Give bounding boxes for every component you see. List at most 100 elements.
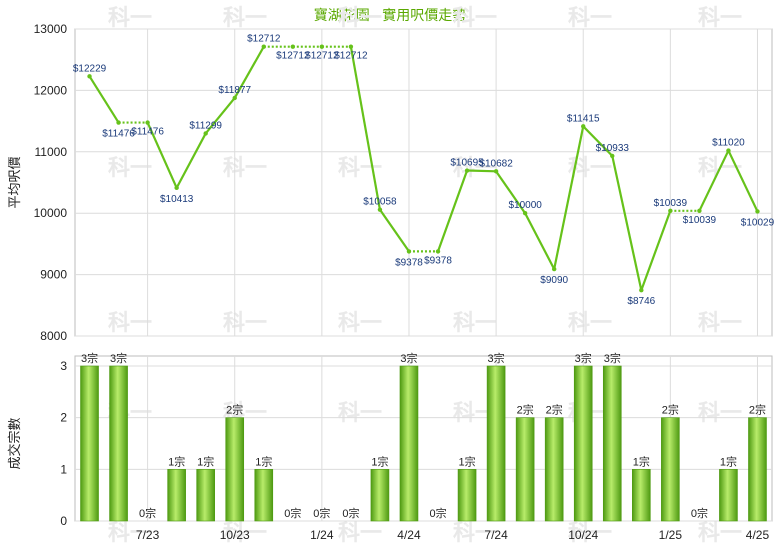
line-point <box>435 249 441 254</box>
volume-bar <box>457 469 477 522</box>
bar-data-label: 1宗 <box>197 454 214 468</box>
volume-bar <box>370 469 390 522</box>
watermark-text: 科一 <box>568 311 612 336</box>
line-segment <box>175 132 207 189</box>
line-data-label: $10413 <box>160 194 194 205</box>
line-point <box>232 95 237 101</box>
bar-y-tick-label: 2 <box>60 411 67 425</box>
line-data-label: $9090 <box>540 275 568 286</box>
line-point <box>174 185 179 191</box>
line-point <box>755 209 760 214</box>
line-segment <box>698 150 730 212</box>
line-point <box>406 249 412 254</box>
watermark-text: 科一 <box>568 521 612 546</box>
bar-data-label: 2宗 <box>662 403 679 417</box>
x-tick-label: 4/24 <box>397 528 421 542</box>
line-y-tick-label: 12000 <box>34 83 68 97</box>
watermark-text: 科一 <box>108 311 152 336</box>
line-point <box>348 44 354 49</box>
x-tick-label: 1/25 <box>659 528 683 542</box>
line-point <box>203 131 208 136</box>
line-segment <box>727 150 759 212</box>
line-point <box>116 120 121 125</box>
watermark-text: 科一 <box>453 156 497 181</box>
watermark-text: 科一 <box>108 6 152 31</box>
bar-data-label: 0宗 <box>691 506 708 520</box>
bar-data-label: 1宗 <box>371 454 388 468</box>
line-segment <box>524 212 556 270</box>
bar-data-label: 3宗 <box>575 351 592 365</box>
volume-bar <box>167 469 186 522</box>
bar-y-axis-title: 成交宗數 <box>7 417 22 469</box>
line-point <box>145 120 150 125</box>
watermark-text: 科一 <box>338 156 382 181</box>
volume-bar <box>661 417 680 522</box>
line-data-label: $12229 <box>73 63 107 74</box>
watermark-text: 科一 <box>698 521 742 546</box>
volume-bar <box>544 417 564 522</box>
line-segment <box>611 155 643 291</box>
line-data-label: $12712 <box>276 51 310 62</box>
line-point <box>493 169 499 174</box>
line-data-label: $11476 <box>131 127 164 138</box>
watermark-text: 科一 <box>108 521 152 546</box>
bar-data-label: 3宗 <box>81 351 98 365</box>
volume-bar-panel: 0 1 2 3 7/23 10/23 1/24 4/24 7/24 10/24 1/25 4/25 成交… <box>7 351 773 542</box>
x-tick-label: 4/25 <box>746 528 770 542</box>
watermark-text: 科一 <box>453 6 497 31</box>
bar-data-label: 3宗 <box>488 351 505 365</box>
volume-bar <box>80 365 99 522</box>
line-data-label: $10039 <box>683 215 717 226</box>
line-data-label: $12712 <box>247 34 281 45</box>
watermark-text: 科一 <box>108 156 152 181</box>
bar-data-label: 1宗 <box>255 454 272 468</box>
watermark-text: 科一 <box>223 156 267 181</box>
bar-data-label: 2宗 <box>546 403 563 417</box>
line-segment <box>146 122 178 189</box>
line-y-tick-label: 10000 <box>34 206 68 220</box>
line-point <box>522 211 528 216</box>
bar-y-tick-label: 3 <box>60 359 67 373</box>
watermark-text: 科一 <box>338 521 382 546</box>
line-segment <box>436 170 469 252</box>
volume-bar <box>719 469 738 522</box>
bar-data-label: 2宗 <box>749 403 766 417</box>
bar-data-label: 2宗 <box>517 403 534 417</box>
line-segment <box>88 75 120 124</box>
bar-data-label: 3宗 <box>110 351 127 365</box>
volume-bar <box>225 417 245 522</box>
line-point <box>261 44 266 49</box>
line-point <box>377 207 383 212</box>
volume-bar <box>254 469 274 522</box>
line-segment <box>640 210 672 291</box>
watermark-text: 科一 <box>453 521 497 546</box>
bar-data-label: 1宗 <box>168 454 185 468</box>
volume-bar <box>632 469 651 522</box>
bar-data-label: 1宗 <box>459 454 476 468</box>
line-point <box>319 44 325 49</box>
line-data-label: $11476 <box>102 129 135 140</box>
line-point <box>668 208 673 214</box>
x-tick-label: 10/24 <box>568 528 598 542</box>
volume-bar <box>573 365 593 522</box>
line-point <box>581 124 586 129</box>
watermark-text: 科一 <box>698 311 742 336</box>
bar-data-label: 3宗 <box>400 351 417 365</box>
line-data-label: $11415 <box>567 113 600 124</box>
line-point <box>87 74 92 79</box>
bar-data-label: 0宗 <box>139 506 156 520</box>
bar-y-tick-label: 0 <box>60 514 67 528</box>
watermark-text: 科一 <box>698 401 742 426</box>
line-y-tick-label: 13000 <box>34 22 68 36</box>
line-segment <box>553 126 585 270</box>
bar-data-label: 0宗 <box>342 506 359 520</box>
line-data-label: $10682 <box>479 158 513 169</box>
line-point <box>726 148 731 153</box>
line-data-label: $8746 <box>627 296 655 307</box>
line-point <box>290 44 296 49</box>
line-y-tick-label: 9000 <box>40 268 67 282</box>
line-segment <box>582 125 614 157</box>
line-y-tick-label: 8000 <box>40 329 67 343</box>
